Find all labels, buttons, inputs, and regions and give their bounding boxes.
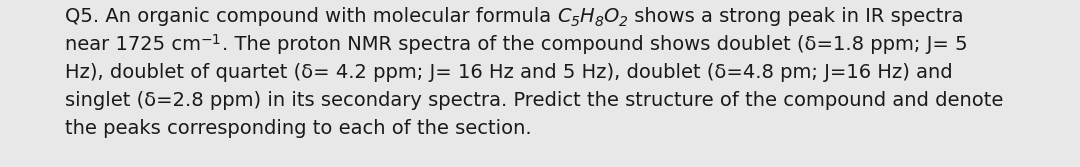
Text: 2: 2: [619, 15, 627, 29]
Text: . The proton NMR spectra of the compound shows doublet (δ=1.8 ppm; J= 5: . The proton NMR spectra of the compound…: [221, 35, 968, 54]
Text: C: C: [557, 7, 571, 26]
Text: the peaks corresponding to each of the section.: the peaks corresponding to each of the s…: [65, 119, 531, 138]
Text: O: O: [604, 7, 619, 26]
Text: −1: −1: [201, 34, 221, 47]
Text: Q5. An organic compound with molecular formula: Q5. An organic compound with molecular f…: [65, 7, 557, 26]
Text: Hz), doublet of quartet (δ= 4.2 ppm; J= 16 Hz and 5 Hz), doublet (δ=4.8 pm; J=16: Hz), doublet of quartet (δ= 4.2 ppm; J= …: [65, 63, 953, 82]
Text: shows a strong peak in IR spectra: shows a strong peak in IR spectra: [627, 7, 963, 26]
Text: 5: 5: [571, 15, 580, 29]
Text: singlet (δ=2.8 ppm) in its secondary spectra. Predict the structure of the compo: singlet (δ=2.8 ppm) in its secondary spe…: [65, 91, 1003, 110]
Text: 8: 8: [594, 15, 604, 29]
Text: H: H: [580, 7, 594, 26]
Text: near 1725 cm: near 1725 cm: [65, 35, 201, 54]
